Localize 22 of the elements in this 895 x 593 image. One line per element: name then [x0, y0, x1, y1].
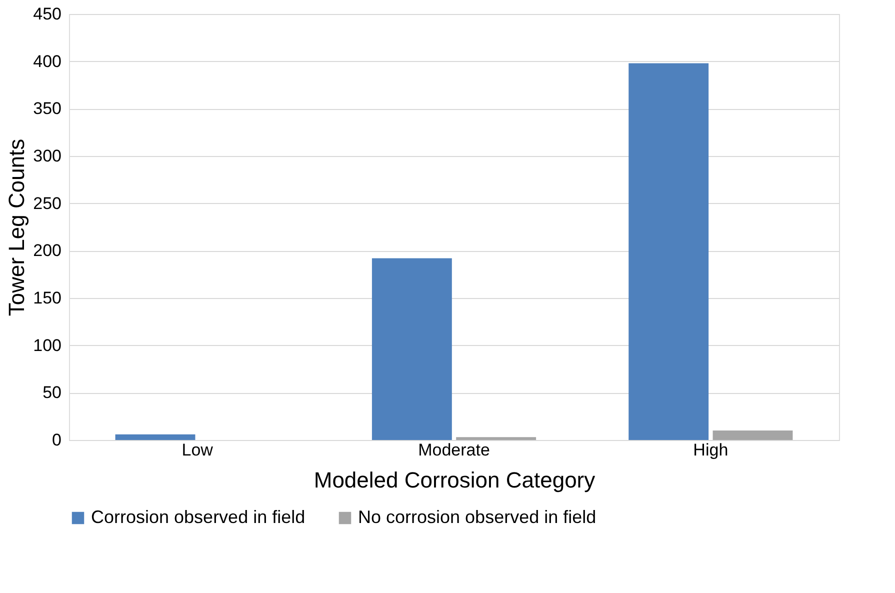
x-axis-title: Modeled Corrosion Category: [314, 468, 596, 492]
y-tick-label: 450: [33, 4, 62, 24]
y-tick-label: 200: [33, 241, 62, 260]
x-tick-label: Moderate: [418, 440, 490, 460]
bar: [115, 434, 196, 440]
legend-label: Corrosion observed in field: [91, 507, 306, 527]
bar: [628, 63, 709, 440]
y-tick-label: 50: [42, 383, 62, 402]
legend-label: No corrosion observed in field: [358, 507, 596, 527]
bar: [712, 430, 793, 440]
y-tick-label: 150: [33, 288, 62, 308]
x-tick-label: Low: [182, 440, 214, 460]
y-tick-label: 400: [33, 52, 62, 71]
y-tick-label: 0: [52, 430, 62, 450]
y-tick-label: 300: [33, 146, 62, 166]
y-axis-title: Tower Leg Counts: [4, 138, 30, 316]
y-tick-label: 250: [33, 194, 62, 213]
y-tick-label: 350: [33, 99, 62, 118]
bar: [372, 258, 452, 440]
bar: [456, 437, 536, 440]
y-tick-label: 100: [33, 336, 62, 355]
x-tick-label: High: [693, 440, 728, 460]
